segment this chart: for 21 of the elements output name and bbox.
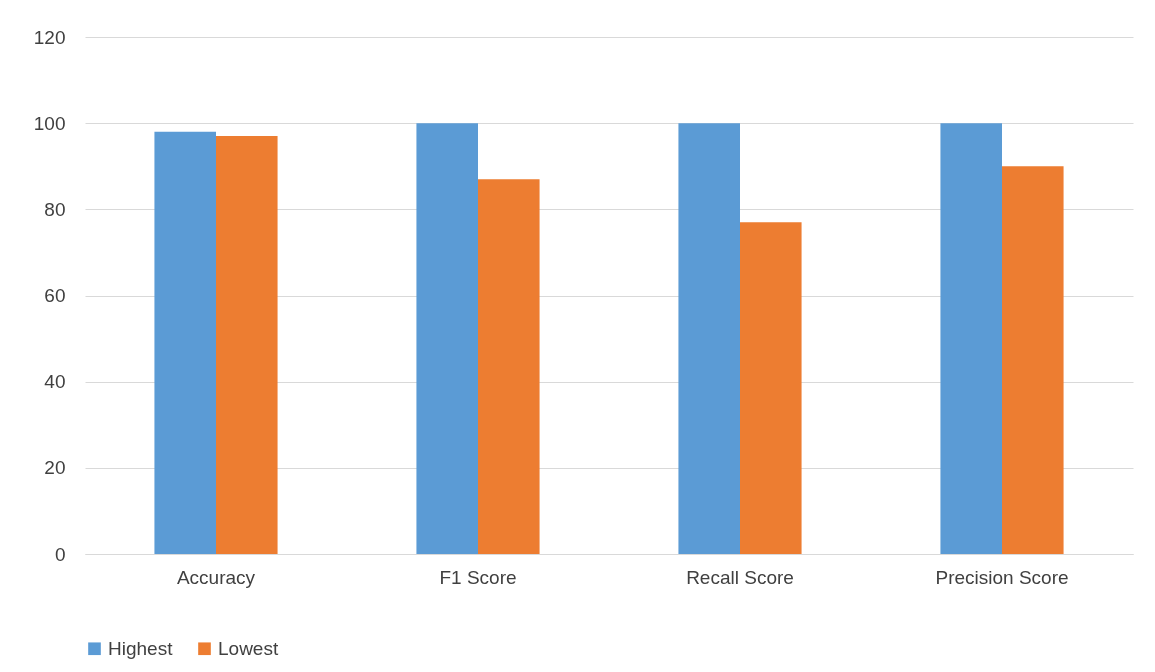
bar [154,131,216,554]
y-tick-label: 80 [44,198,66,220]
y-tick-label: 0 [54,543,66,565]
y-tick-label: 60 [44,285,66,306]
x-tick-label: F1 Score [439,566,517,588]
bar [416,123,478,554]
bar [940,123,1002,554]
y-tick-label: 120 [33,26,66,48]
bar [740,222,802,554]
bar [1002,166,1064,554]
y-tick-label: 40 [44,371,66,393]
legend-label: Highest [108,637,174,659]
bar [678,123,740,554]
y-tick-label: 100 [33,112,66,134]
legend-label: Lowest [218,637,279,659]
x-tick-label: Precision Score [935,566,1069,588]
y-tick-label: 20 [44,457,66,479]
x-tick-label: Recall Score [686,566,794,588]
x-tick-label: Accuracy [176,566,256,588]
bar [216,136,278,554]
bar [478,179,540,554]
